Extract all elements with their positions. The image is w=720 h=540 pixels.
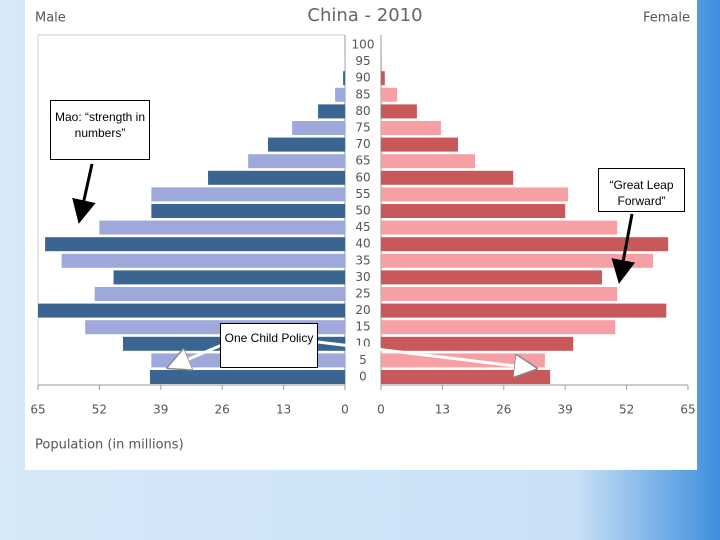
bar — [381, 220, 618, 235]
bar — [381, 237, 669, 252]
bar — [248, 154, 345, 169]
bar — [381, 121, 441, 135]
x-tick-label: 0 — [341, 403, 349, 417]
age-label: 65 — [355, 154, 370, 168]
bar — [381, 87, 398, 102]
age-label: 75 — [355, 121, 370, 135]
age-label: 50 — [355, 204, 370, 218]
x-tick-label: 52 — [619, 403, 634, 417]
x-tick-label: 0 — [377, 403, 385, 417]
slide-panel — [25, 0, 697, 470]
age-label: 60 — [355, 170, 370, 184]
age-label: 90 — [355, 71, 370, 85]
bar — [381, 187, 569, 202]
age-label: 30 — [355, 270, 370, 284]
age-label: 15 — [355, 320, 370, 334]
bar — [381, 71, 385, 86]
x-tick-label: 26 — [215, 403, 230, 417]
age-label: 100 — [352, 38, 375, 52]
x-axis-label: Population (in millions) — [35, 438, 184, 453]
bar — [335, 87, 345, 102]
bar — [381, 137, 458, 152]
bar — [381, 170, 514, 185]
age-label: 40 — [355, 237, 370, 251]
age-label: 55 — [355, 187, 370, 201]
age-label: 45 — [355, 220, 370, 234]
bar — [151, 204, 345, 218]
chart-title: China - 2010 — [307, 5, 422, 26]
bar — [381, 154, 475, 169]
left-label: Male — [35, 11, 66, 26]
x-tick-label: 52 — [92, 403, 107, 417]
arrow — [72, 163, 96, 224]
x-tick-label: 13 — [435, 403, 450, 417]
bar — [38, 303, 345, 318]
x-tick-label: 39 — [153, 403, 168, 417]
bar — [61, 253, 345, 268]
age-label: 95 — [355, 54, 370, 68]
bar — [208, 170, 345, 185]
x-tick-label: 39 — [558, 403, 573, 417]
bar — [381, 253, 654, 268]
bar — [113, 270, 345, 285]
annotation: Mao: “strength in numbers” — [50, 100, 150, 160]
x-tick-label: 65 — [30, 403, 45, 417]
bar — [381, 287, 618, 301]
bar — [381, 104, 417, 119]
x-tick-label: 65 — [680, 403, 695, 417]
bar — [268, 137, 345, 152]
bar — [381, 303, 667, 318]
bar — [45, 237, 345, 252]
annotation: “Great Leap Forward” — [598, 168, 685, 212]
x-tick-label: 26 — [496, 403, 511, 417]
bar — [381, 320, 616, 335]
right-label: Female — [643, 11, 690, 26]
bar — [343, 71, 345, 86]
age-label: 5 — [359, 353, 367, 367]
bar — [94, 287, 345, 301]
age-label: 25 — [355, 287, 370, 301]
bar — [99, 220, 346, 235]
arrow — [172, 343, 223, 366]
bar — [292, 121, 345, 135]
bar — [381, 370, 551, 384]
bar — [318, 104, 345, 119]
age-label: 20 — [355, 303, 370, 317]
annotation: One Child Policy — [220, 323, 318, 368]
arrow — [611, 213, 636, 284]
x-tick-label: 13 — [276, 403, 291, 417]
age-label: 70 — [355, 137, 370, 151]
bar — [381, 336, 574, 351]
bar — [381, 270, 603, 285]
bar — [381, 204, 566, 218]
age-label: 35 — [355, 253, 370, 267]
arrow — [317, 340, 532, 368]
bar — [151, 187, 345, 202]
age-label: 80 — [355, 104, 370, 118]
bar — [381, 54, 382, 69]
age-label: 85 — [355, 87, 370, 101]
age-label: 0 — [359, 370, 367, 384]
bar — [149, 370, 345, 384]
